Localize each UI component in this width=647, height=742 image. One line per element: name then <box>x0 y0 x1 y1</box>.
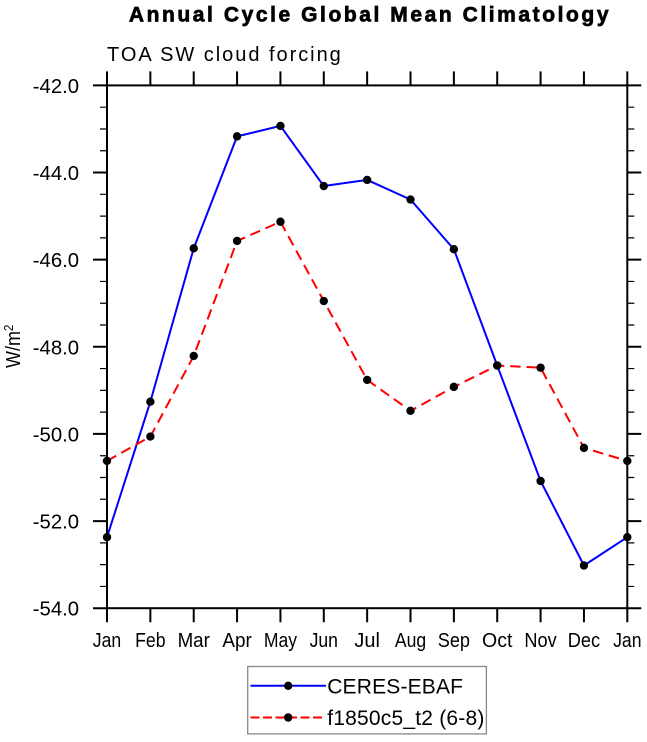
svg-text:f1850c5_t2 (6-8): f1850c5_t2 (6-8) <box>327 707 484 730</box>
svg-text:Mar: Mar <box>178 630 211 652</box>
svg-text:Apr: Apr <box>222 630 252 652</box>
svg-text:-50.0: -50.0 <box>33 424 79 446</box>
svg-text:Feb: Feb <box>135 630 165 652</box>
svg-text:Jun: Jun <box>310 630 338 652</box>
svg-text:May: May <box>264 630 297 652</box>
svg-text:Jan: Jan <box>93 630 121 652</box>
svg-text:Jan: Jan <box>613 630 641 652</box>
svg-text:-46.0: -46.0 <box>33 250 79 272</box>
svg-text:-52.0: -52.0 <box>33 512 79 534</box>
svg-text:Oct: Oct <box>482 630 513 652</box>
svg-text:-54.0: -54.0 <box>33 599 79 621</box>
svg-text:Sep: Sep <box>438 630 470 652</box>
svg-text:Aug: Aug <box>395 630 426 652</box>
svg-text:Annual Cycle Global Mean Clima: Annual Cycle Global Mean Climatology <box>129 4 609 27</box>
svg-text:Dec: Dec <box>568 630 600 652</box>
svg-text:-42.0: -42.0 <box>33 76 79 98</box>
svg-text:Jul: Jul <box>354 630 380 652</box>
svg-text:-44.0: -44.0 <box>33 163 79 185</box>
svg-text:TOA SW cloud forcing: TOA SW cloud forcing <box>107 44 341 66</box>
svg-text:-48.0: -48.0 <box>33 337 79 359</box>
svg-text:Nov: Nov <box>524 630 556 652</box>
svg-text:W/m2: W/m2 <box>1 325 25 369</box>
svg-text:CERES-EBAF: CERES-EBAF <box>327 676 463 699</box>
